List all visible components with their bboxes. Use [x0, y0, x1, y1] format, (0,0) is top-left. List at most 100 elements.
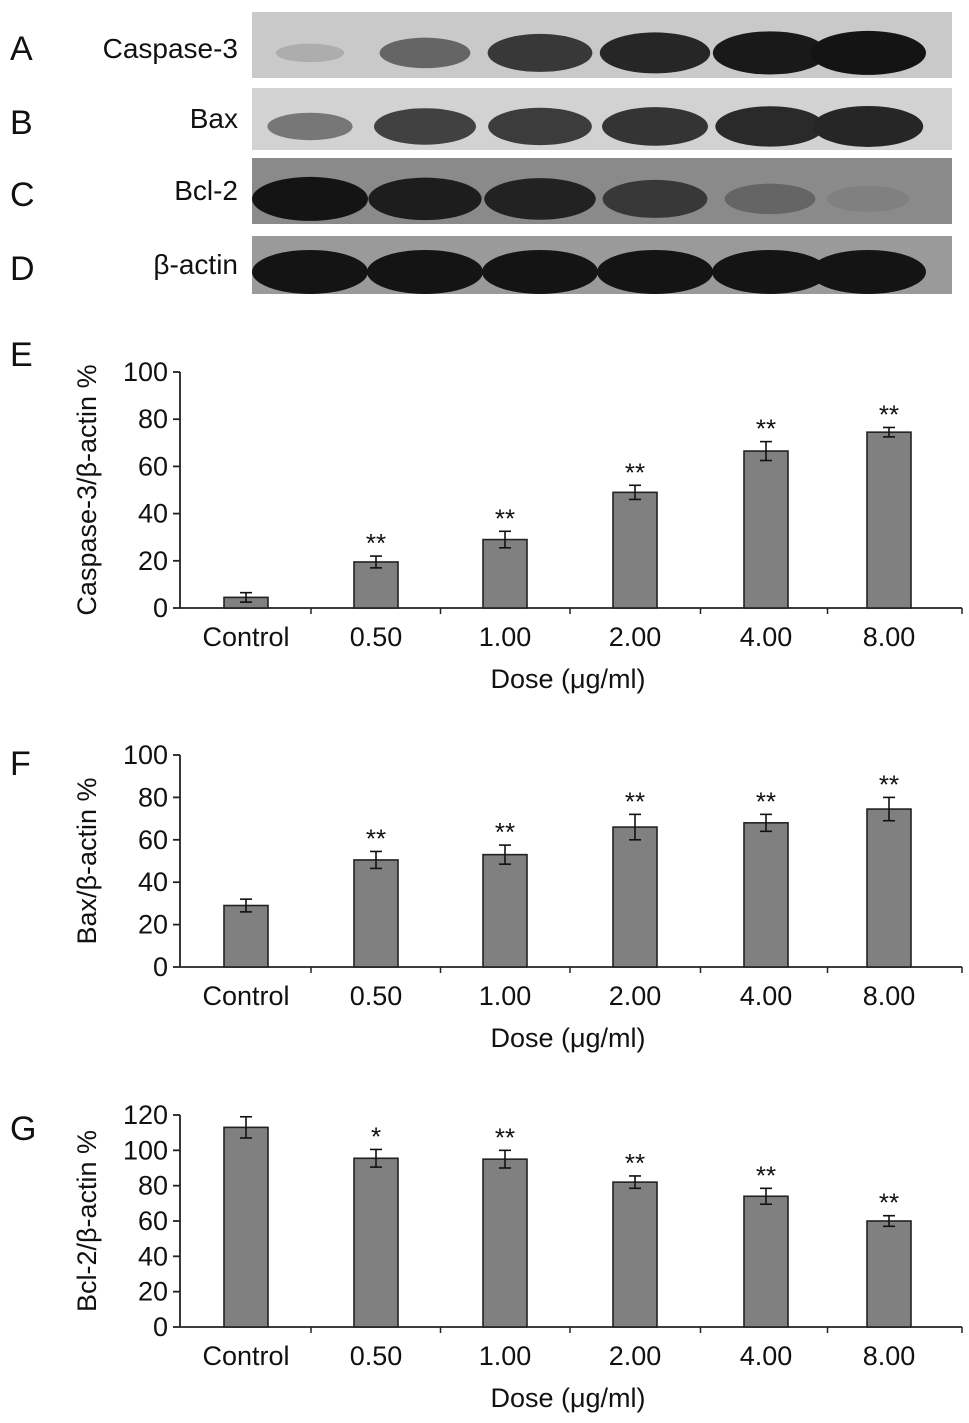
x-tick-label: 0.50 — [350, 622, 403, 652]
blot-band — [812, 105, 924, 147]
x-tick-label: 8.00 — [863, 981, 916, 1011]
x-tick-label: Control — [202, 981, 289, 1011]
blot-label: Caspase-3 — [103, 33, 238, 64]
blot-band — [712, 31, 828, 75]
x-tick-label: 0.50 — [350, 981, 403, 1011]
panel-letter: F — [10, 745, 31, 783]
y-axis-title: Bcl-2/β-actin % — [72, 1130, 102, 1312]
blot-band — [484, 178, 596, 220]
blot-band — [715, 106, 825, 147]
y-tick-label: 80 — [138, 1171, 168, 1201]
y-tick-label: 100 — [123, 740, 168, 770]
blot-band — [267, 112, 353, 141]
blot-band — [602, 107, 708, 146]
x-tick-label: 2.00 — [609, 981, 662, 1011]
blot-band — [724, 183, 816, 215]
y-tick-label: 80 — [138, 404, 168, 434]
blot-band — [379, 37, 471, 69]
bar — [743, 450, 789, 609]
panel-letter: G — [10, 1110, 36, 1148]
panel-letter: A — [10, 30, 33, 68]
x-tick-label: 4.00 — [740, 1341, 793, 1371]
significance-marker: ** — [879, 399, 899, 429]
blot-band — [374, 108, 476, 145]
significance-marker: ** — [625, 786, 645, 816]
blot-band — [488, 107, 592, 146]
y-tick-label: 20 — [138, 910, 168, 940]
y-tick-label: 40 — [138, 1241, 168, 1271]
significance-marker: ** — [756, 786, 776, 816]
significance-marker: ** — [495, 817, 515, 847]
y-tick-label: 0 — [153, 952, 168, 982]
y-axis-title: Bax/β-actin % — [72, 777, 102, 944]
blot-band — [826, 185, 910, 212]
y-tick-label: 60 — [138, 1206, 168, 1236]
bar — [743, 1195, 789, 1328]
y-tick-label: 100 — [123, 357, 168, 387]
significance-marker: ** — [366, 823, 386, 853]
blot-band — [487, 33, 593, 72]
bar — [612, 826, 658, 968]
blot-panel-b: B Bax — [10, 88, 952, 150]
significance-marker: ** — [495, 1122, 515, 1152]
bar — [353, 561, 399, 609]
blot-panel-a: A Caspase-3 — [10, 12, 952, 78]
blot-band — [252, 176, 368, 221]
panel-letter: E — [10, 336, 33, 374]
x-tick-label: 0.50 — [350, 1341, 403, 1371]
significance-marker: ** — [495, 503, 515, 533]
significance-marker: ** — [366, 528, 386, 558]
bar — [482, 1158, 528, 1328]
y-tick-label: 0 — [153, 593, 168, 623]
y-tick-label: 120 — [123, 1100, 168, 1130]
blot-label: Bax — [190, 103, 238, 134]
y-tick-label: 60 — [138, 451, 168, 481]
bar — [866, 431, 912, 609]
blot-band — [275, 43, 345, 63]
significance-marker: ** — [625, 457, 645, 487]
y-tick-label: 20 — [138, 546, 168, 576]
blot-band — [252, 249, 368, 294]
bar — [866, 1220, 912, 1328]
chart-panel-f: F 0 20 40 60 80 100 Control ** 0.50 ** 1.00 ** 2.00 **… — [10, 740, 963, 1053]
x-tick-label: 1.00 — [479, 622, 532, 652]
blot-band — [712, 249, 828, 294]
bar — [612, 1181, 658, 1328]
x-axis-title: Dose (μg/ml) — [490, 664, 645, 694]
blot-band — [602, 179, 708, 218]
panel-letter: D — [10, 250, 35, 288]
bar-chart-panels: E 0 20 40 60 80 100 Control ** 0.50 ** 1.00 ** 2.00 **… — [10, 336, 963, 1413]
western-blot-panels: A Caspase-3 B Bax C Bcl-2 D β-actin — [10, 12, 952, 294]
y-tick-label: 60 — [138, 825, 168, 855]
y-tick-label: 80 — [138, 782, 168, 812]
blot-label: β-actin — [153, 249, 238, 280]
bar — [353, 1157, 399, 1328]
x-tick-label: Control — [202, 1341, 289, 1371]
x-tick-label: Control — [202, 622, 289, 652]
bar — [223, 904, 269, 968]
significance-marker: ** — [756, 1160, 776, 1190]
significance-marker: ** — [879, 769, 899, 799]
blot-band — [599, 32, 711, 74]
y-tick-label: 0 — [153, 1312, 168, 1342]
x-tick-label: 8.00 — [863, 622, 916, 652]
x-tick-label: 4.00 — [740, 981, 793, 1011]
bar — [353, 859, 399, 968]
x-tick-label: 1.00 — [479, 1341, 532, 1371]
x-tick-label: 2.00 — [609, 622, 662, 652]
bar — [482, 538, 528, 609]
blot-band — [368, 177, 482, 221]
y-tick-label: 40 — [138, 499, 168, 529]
bar — [743, 822, 789, 968]
significance-marker: ** — [625, 1148, 645, 1178]
blot-label: Bcl-2 — [174, 175, 238, 206]
panel-letter: B — [10, 104, 33, 142]
blot-band — [367, 249, 483, 294]
significance-marker: ** — [879, 1188, 899, 1218]
blot-band — [482, 249, 598, 294]
chart-panel-e: E 0 20 40 60 80 100 Control ** 0.50 ** 1.00 ** 2.00 **… — [10, 336, 963, 694]
x-tick-label: 2.00 — [609, 1341, 662, 1371]
x-axis-title: Dose (μg/ml) — [490, 1023, 645, 1053]
